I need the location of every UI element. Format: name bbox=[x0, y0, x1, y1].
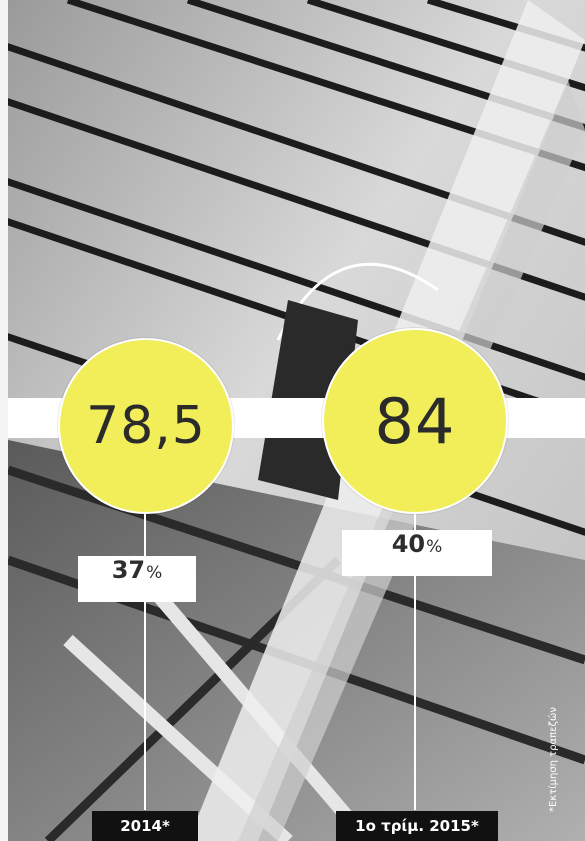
value-circle-2014: 78,5 bbox=[58, 338, 234, 514]
percent-value-2014: 37 bbox=[111, 556, 146, 584]
percent-label-2015: 40% bbox=[342, 530, 492, 576]
value-circle-2015: 84 bbox=[322, 328, 508, 514]
period-label-2015: 1ο τρίμ. 2015* bbox=[336, 811, 498, 841]
percent-symbol-2014: % bbox=[146, 563, 163, 583]
guide-line-2014 bbox=[144, 510, 146, 810]
percent-value-2015: 40 bbox=[391, 530, 426, 558]
period-label-2014: 2014* bbox=[92, 811, 198, 841]
guide-line-2015 bbox=[414, 510, 416, 810]
percent-symbol-2015: % bbox=[426, 537, 443, 557]
value-2014: 78,5 bbox=[86, 396, 206, 456]
footnote: *Εκτίμηση τραπεζών bbox=[548, 707, 559, 812]
percent-label-2014: 37% bbox=[78, 556, 196, 602]
page-margin bbox=[0, 0, 8, 841]
value-2015: 84 bbox=[374, 384, 456, 458]
